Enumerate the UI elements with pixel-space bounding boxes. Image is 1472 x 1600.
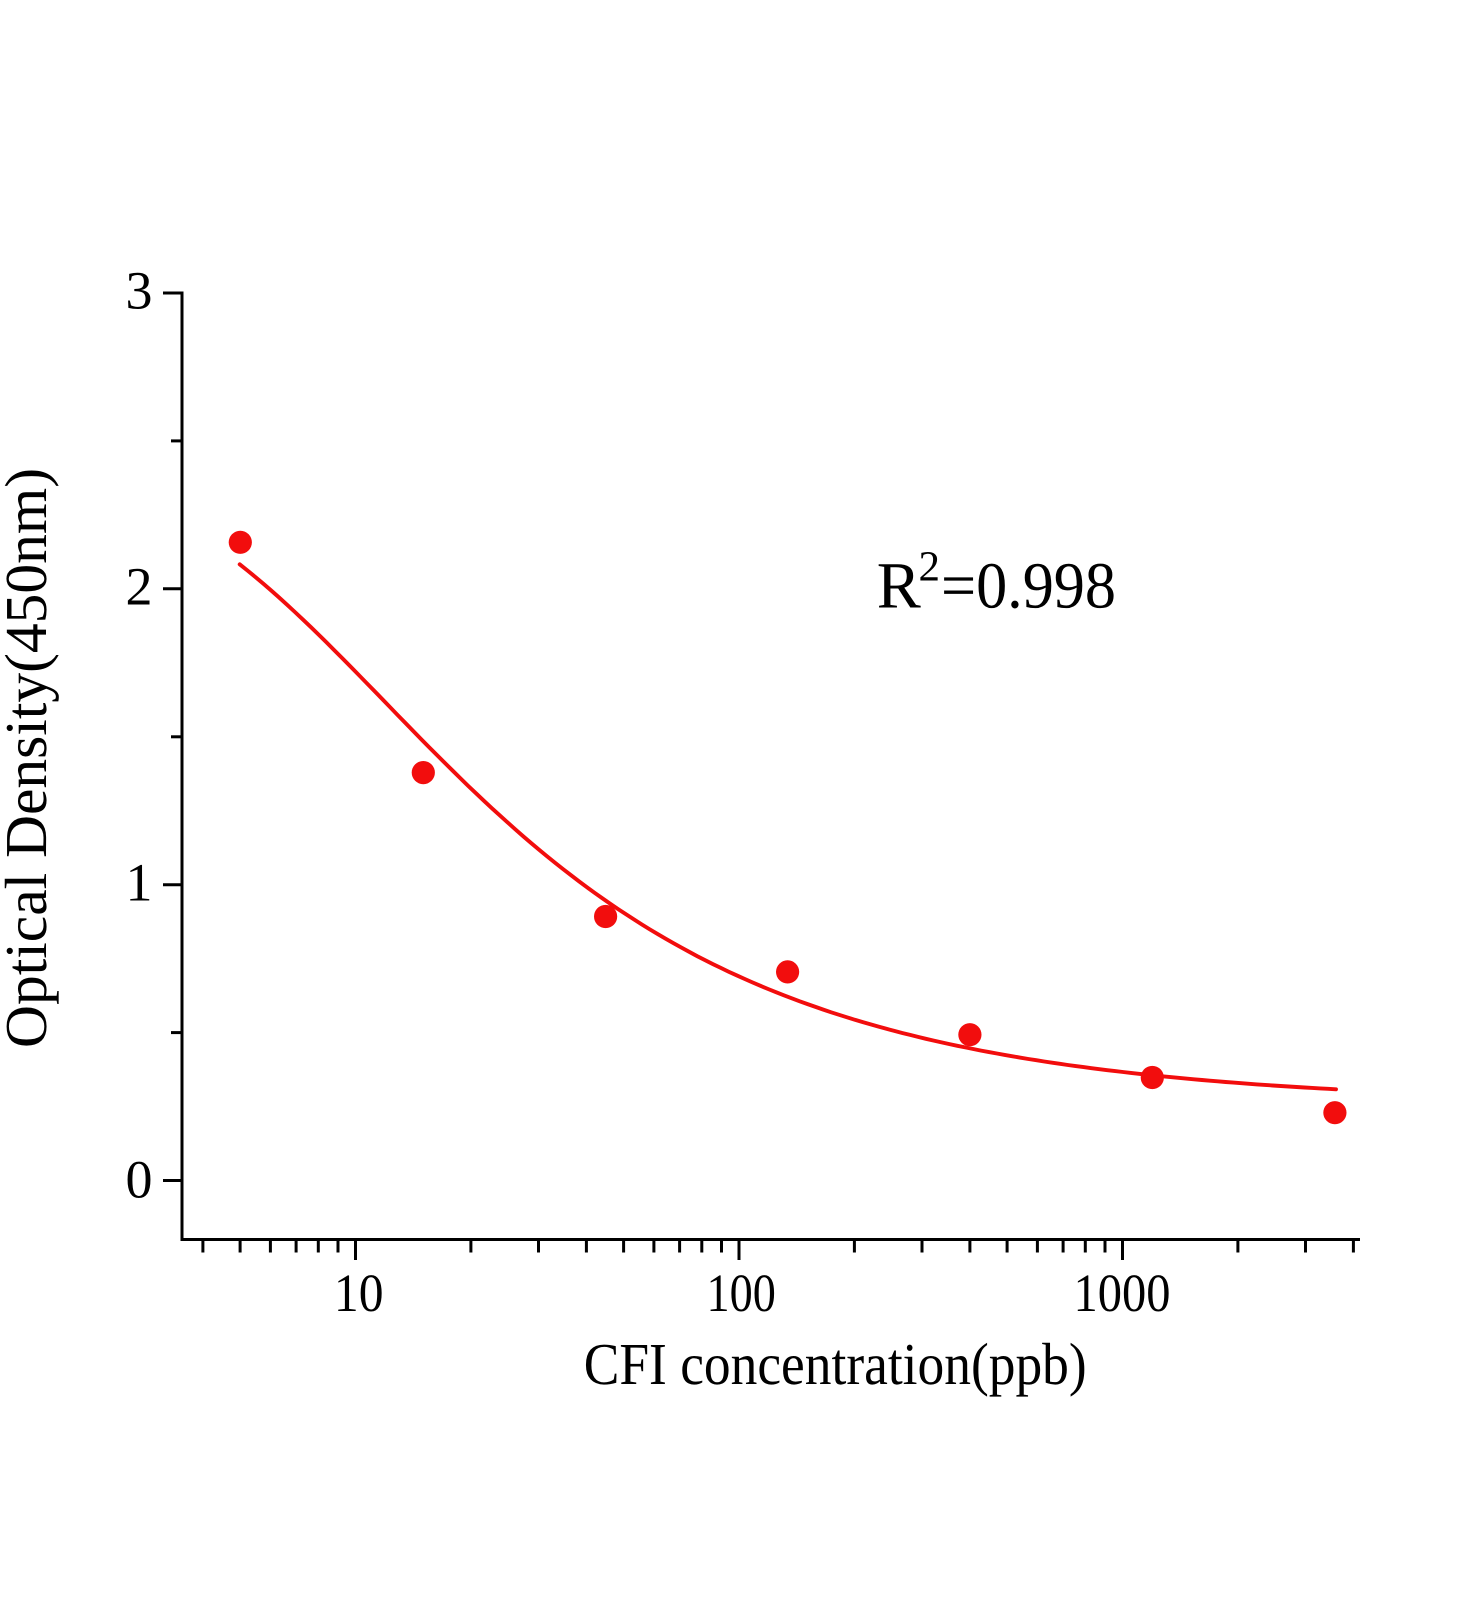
svg-text:=0.998: =0.998 — [941, 549, 1116, 622]
svg-text:0: 0 — [126, 1150, 153, 1210]
svg-text:2: 2 — [126, 557, 153, 617]
svg-text:3: 3 — [126, 261, 153, 321]
svg-text:10: 10 — [334, 1263, 384, 1323]
svg-text:CFI concentration(ppb): CFI concentration(ppb) — [584, 1331, 1087, 1397]
svg-text:1000: 1000 — [1074, 1263, 1171, 1323]
svg-text:Optical Density(450nm): Optical Density(450nm) — [0, 468, 59, 1048]
svg-text:1: 1 — [126, 853, 153, 913]
svg-text:100: 100 — [707, 1263, 776, 1323]
svg-text:R: R — [877, 549, 921, 622]
